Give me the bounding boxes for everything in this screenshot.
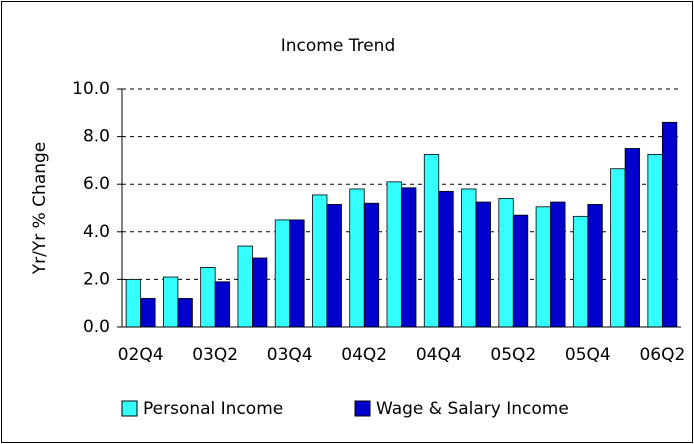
y-tick-label: 10.0 [72, 79, 110, 99]
bar [274, 219, 291, 328]
bar [386, 181, 402, 328]
y-tick-label: 4.0 [83, 222, 110, 242]
bar [349, 188, 365, 328]
bar [461, 188, 477, 328]
legend-swatch [354, 400, 371, 417]
y-tick-label: 6.0 [83, 174, 110, 194]
y-tick-label: 2.0 [83, 269, 110, 289]
bar [498, 198, 514, 328]
bar [624, 148, 640, 328]
bar [512, 214, 529, 328]
x-tick-label: 04Q4 [416, 345, 462, 365]
chart-title: Income Trend [281, 36, 395, 56]
bar [475, 201, 491, 328]
bar [363, 202, 380, 328]
bar [214, 281, 231, 328]
bar [438, 190, 454, 328]
bar [572, 215, 589, 328]
y-axis-label: Yr/Yr % Change [30, 142, 50, 276]
x-tick-label: 03Q2 [192, 345, 238, 365]
x-tick-label: 04Q2 [341, 345, 387, 365]
x-tick-label: 06Q2 [639, 345, 685, 365]
x-tick-label: 03Q4 [267, 345, 313, 365]
bar [610, 168, 626, 328]
bar [162, 276, 179, 328]
bar [661, 121, 678, 328]
bar [177, 298, 193, 328]
bar [326, 204, 342, 328]
bar [587, 204, 603, 328]
legend-label: Wage & Salary Income [376, 399, 569, 419]
x-tick-label: 02Q4 [118, 345, 164, 365]
bar [125, 278, 142, 328]
bar [312, 194, 328, 328]
y-tick-label: 8.0 [83, 127, 110, 147]
legend-swatch [121, 400, 138, 417]
bar [535, 206, 551, 328]
y-tick-label: 0.0 [83, 317, 110, 337]
bar [550, 201, 566, 328]
x-tick-label: 05Q4 [565, 345, 611, 365]
x-tick-label: 05Q2 [490, 345, 536, 365]
bar [289, 219, 305, 328]
bar [401, 187, 417, 328]
bar [423, 154, 440, 328]
bar [647, 154, 663, 328]
bar [237, 245, 253, 328]
bar [252, 257, 268, 328]
bar [200, 267, 216, 328]
bar [140, 298, 156, 328]
legend-label: Personal Income [143, 399, 283, 419]
